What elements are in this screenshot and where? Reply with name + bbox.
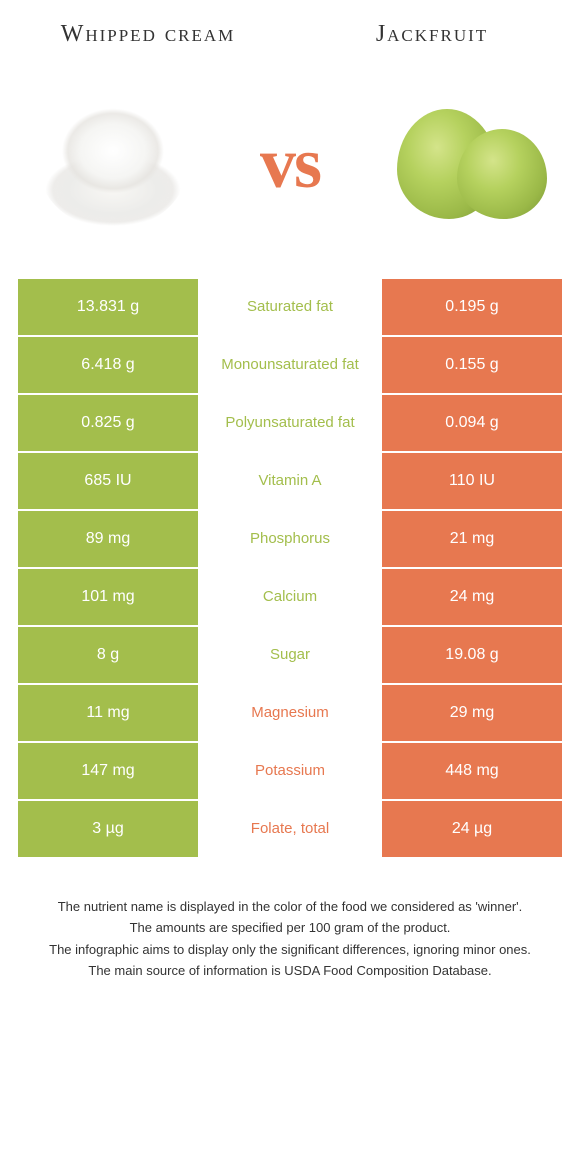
nutrient-row: 3 µgFolate, total24 µg [18,801,562,857]
nutrient-label: Saturated fat [200,279,380,335]
images-row: vs [18,59,562,279]
right-value: 19.08 g [382,627,562,683]
left-value: 685 IU [18,453,198,509]
nutrient-row: 0.825 gPolyunsaturated fat0.094 g [18,395,562,451]
nutrient-label: Polyunsaturated fat [200,395,380,451]
nutrient-label: Phosphorus [200,511,380,567]
nutrient-label: Folate, total [200,801,380,857]
left-value: 6.418 g [18,337,198,393]
nutrient-row: 89 mgPhosphorus21 mg [18,511,562,567]
footer-line: The amounts are specified per 100 gram o… [28,918,552,938]
nutrient-row: 11 mgMagnesium29 mg [18,685,562,741]
vs-label: vs [260,122,320,205]
nutrient-label: Monounsaturated fat [200,337,380,393]
right-value: 29 mg [382,685,562,741]
whipped-cream-image [28,79,198,249]
left-food-title: Whipped cream [48,20,248,49]
right-food-title: Jackfruit [332,20,532,49]
left-value: 101 mg [18,569,198,625]
left-value: 11 mg [18,685,198,741]
nutrient-row: 6.418 gMonounsaturated fat0.155 g [18,337,562,393]
left-value: 147 mg [18,743,198,799]
footer-line: The nutrient name is displayed in the co… [28,897,552,917]
right-value: 0.155 g [382,337,562,393]
nutrient-row: 101 mgCalcium24 mg [18,569,562,625]
header: Whipped cream Jackfruit [18,20,562,59]
footer-notes: The nutrient name is displayed in the co… [18,897,562,981]
left-value: 13.831 g [18,279,198,335]
footer-line: The main source of information is USDA F… [28,961,552,981]
nutrient-table: 13.831 gSaturated fat0.195 g6.418 gMonou… [18,279,562,857]
right-value: 0.195 g [382,279,562,335]
nutrient-label: Potassium [200,743,380,799]
jackfruit-image [382,79,552,249]
nutrient-label: Calcium [200,569,380,625]
right-value: 110 IU [382,453,562,509]
nutrient-label: Magnesium [200,685,380,741]
right-value: 24 µg [382,801,562,857]
left-value: 89 mg [18,511,198,567]
left-value: 0.825 g [18,395,198,451]
right-value: 24 mg [382,569,562,625]
footer-line: The infographic aims to display only the… [28,940,552,960]
left-value: 8 g [18,627,198,683]
nutrient-label: Vitamin A [200,453,380,509]
nutrient-row: 8 gSugar19.08 g [18,627,562,683]
nutrient-label: Sugar [200,627,380,683]
right-value: 448 mg [382,743,562,799]
nutrient-row: 147 mgPotassium448 mg [18,743,562,799]
right-value: 0.094 g [382,395,562,451]
left-value: 3 µg [18,801,198,857]
nutrient-row: 685 IUVitamin A110 IU [18,453,562,509]
right-value: 21 mg [382,511,562,567]
nutrient-row: 13.831 gSaturated fat0.195 g [18,279,562,335]
